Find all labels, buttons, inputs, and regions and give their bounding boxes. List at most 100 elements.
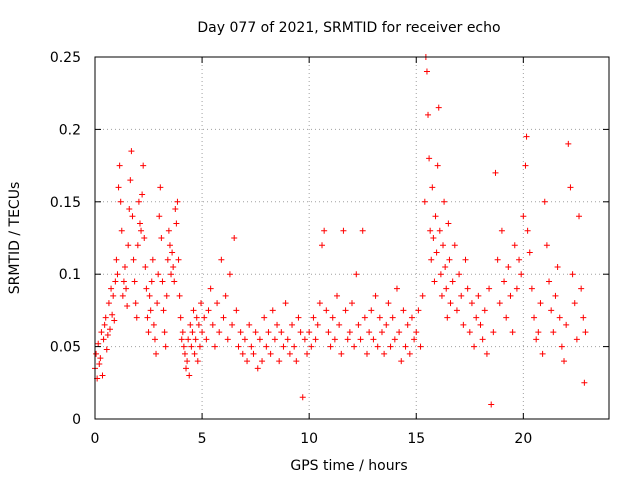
data-point: [199, 329, 206, 336]
data-point: [531, 314, 538, 321]
data-point: [563, 321, 570, 328]
data-point: [447, 300, 454, 307]
data-point: [229, 321, 236, 328]
data-point: [340, 227, 347, 234]
data-point: [254, 365, 261, 372]
data-point: [131, 278, 138, 285]
data-point: [552, 292, 559, 299]
data-point: [274, 321, 281, 328]
data-point: [543, 242, 550, 249]
data-point: [310, 314, 317, 321]
data-point: [148, 278, 155, 285]
data-point: [110, 292, 117, 299]
data-point: [203, 336, 210, 343]
data-point: [193, 314, 200, 321]
data-point: [185, 336, 192, 343]
data-point: [139, 191, 146, 198]
data-point: [130, 256, 137, 263]
data-point: [569, 271, 576, 278]
data-point: [430, 235, 437, 241]
data-point: [293, 358, 300, 365]
data-point: [576, 213, 583, 220]
x-tick-label: 15: [407, 431, 425, 447]
data-point: [183, 365, 190, 372]
data-point: [501, 278, 508, 285]
data-point: [101, 321, 108, 328]
data-point: [175, 256, 182, 263]
data-point: [571, 300, 578, 307]
y-tick-label: 0.25: [50, 50, 81, 66]
data-point: [429, 184, 436, 191]
data-point: [181, 350, 188, 357]
data-point: [278, 329, 285, 336]
data-point: [174, 198, 181, 205]
data-point: [541, 198, 548, 205]
data-point: [554, 263, 561, 270]
data-point: [383, 321, 390, 328]
data-point: [224, 336, 231, 343]
data-point: [154, 300, 161, 307]
data-point: [368, 307, 375, 314]
y-tick-label: 0.1: [59, 267, 81, 283]
data-point: [331, 336, 338, 343]
data-point: [370, 336, 377, 343]
data-point: [561, 358, 568, 365]
data-point: [195, 321, 202, 328]
data-point: [180, 343, 187, 350]
data-point: [522, 162, 529, 169]
data-point: [132, 300, 139, 307]
grid-lines: [95, 57, 609, 419]
data-point: [338, 350, 345, 357]
data-point: [349, 300, 355, 307]
data-point: [100, 336, 107, 343]
data-point: [177, 314, 184, 321]
data-point: [526, 249, 533, 256]
data-point: [393, 285, 400, 292]
data-point: [116, 162, 123, 169]
data-point: [425, 111, 432, 118]
y-tick-label: 0: [72, 412, 81, 428]
data-point: [214, 300, 221, 307]
data-point: [548, 307, 555, 314]
data-point: [120, 278, 127, 285]
data-point: [161, 329, 168, 336]
data-point: [488, 401, 495, 408]
data-point: [250, 350, 257, 357]
data-point: [432, 213, 439, 220]
data-point: [444, 314, 451, 321]
data-point: [396, 329, 403, 336]
data-point: [166, 242, 173, 249]
data-point: [334, 292, 341, 299]
data-point: [218, 256, 225, 263]
data-point: [443, 285, 450, 292]
data-point: [146, 292, 153, 299]
data-point: [438, 292, 445, 299]
data-point: [479, 336, 486, 343]
data-point: [207, 285, 214, 292]
data-point: [524, 227, 531, 234]
data-point: [113, 256, 120, 263]
data-point: [446, 256, 453, 263]
x-tick-label: 20: [514, 431, 532, 447]
data-point: [188, 343, 195, 350]
data-point: [124, 303, 131, 310]
data-point: [241, 336, 248, 343]
data-point: [464, 285, 471, 292]
data-point: [327, 343, 334, 350]
data-point: [507, 292, 514, 299]
data-point: [155, 271, 162, 278]
data-point: [505, 263, 512, 270]
data-point: [147, 307, 154, 314]
data-point: [344, 336, 351, 343]
data-point: [233, 307, 240, 314]
data-point: [466, 329, 473, 336]
data-point: [376, 314, 383, 321]
data-point: [301, 336, 308, 343]
data-point: [434, 162, 441, 169]
data-point: [286, 350, 293, 357]
data-point: [456, 271, 463, 278]
data-point: [104, 332, 111, 339]
data-point: [550, 329, 557, 336]
data-point: [342, 307, 349, 314]
